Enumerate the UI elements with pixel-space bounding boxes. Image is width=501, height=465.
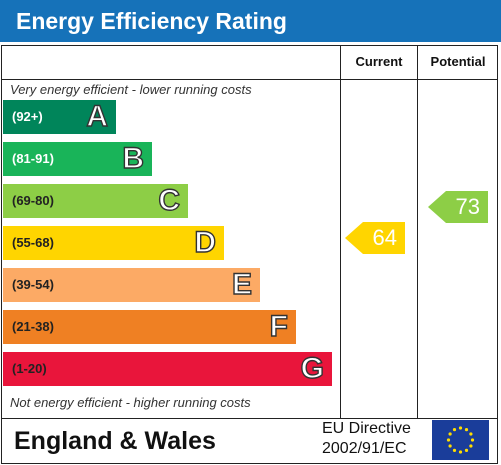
footer-country: England & Wales — [14, 427, 216, 455]
band-f: (21-38) F — [3, 309, 296, 344]
eu-star-icon — [458, 426, 463, 430]
eu-star-icon — [452, 428, 457, 432]
band-letter: B — [122, 141, 145, 175]
header-divider-right — [340, 79, 498, 80]
eu-star-icon — [446, 438, 451, 442]
band-a: (92+) A — [3, 99, 116, 134]
band-range: (69-80) — [12, 193, 54, 208]
band-letter: C — [158, 183, 181, 217]
band-range: (92+) — [12, 109, 43, 124]
eu-star-icon — [452, 448, 457, 452]
eu-star-icon — [458, 450, 463, 454]
band-range: (81-91) — [12, 151, 54, 166]
eu-star-icon — [469, 432, 473, 436]
footer-divider — [1, 418, 498, 419]
band-g: (1-20) G — [3, 351, 332, 386]
band-letter: D — [194, 225, 217, 259]
band-range: (39-54) — [12, 277, 54, 292]
directive-line-2: 2002/91/EC — [322, 440, 407, 457]
column-header-current: Current — [355, 54, 403, 69]
eu-star-icon — [448, 444, 452, 448]
eu-flag-icon — [432, 420, 489, 460]
band-e: (39-54) E — [3, 267, 260, 302]
band-c: (69-80) C — [3, 183, 188, 218]
band-letter: G — [300, 351, 325, 385]
column-header-potential: Potential — [430, 54, 486, 69]
band-letter: E — [231, 267, 252, 301]
column-divider-potential — [417, 45, 418, 419]
band-range: (1-20) — [12, 361, 47, 376]
current-rating-value: 64 — [372, 225, 397, 250]
band-range: (55-68) — [12, 235, 54, 250]
eu-star-icon — [464, 448, 469, 452]
page-title: Energy Efficiency Rating — [16, 8, 287, 34]
footer-directive: EU Directive 2002/91/EC — [322, 419, 430, 459]
eu-star-icon — [448, 432, 452, 436]
band-letter: F — [269, 309, 289, 343]
column-divider-current — [340, 45, 341, 419]
rating-table — [1, 45, 498, 464]
band-range: (21-38) — [12, 319, 54, 334]
eu-star-icon — [464, 428, 469, 432]
bottom-caption: Not energy efficient - higher running co… — [10, 395, 251, 410]
directive-line-1: EU Directive — [322, 420, 411, 437]
header-divider-left — [1, 79, 340, 80]
eu-star-icon — [470, 438, 475, 442]
band-letter: A — [86, 99, 109, 133]
band-d: (55-68) D — [3, 225, 224, 260]
band-b: (81-91) B — [3, 141, 152, 176]
eu-star-icon — [469, 444, 473, 448]
title-bar: Energy Efficiency Rating — [0, 0, 501, 42]
top-caption: Very energy efficient - lower running co… — [10, 82, 252, 97]
potential-rating-value: 73 — [455, 194, 480, 219]
